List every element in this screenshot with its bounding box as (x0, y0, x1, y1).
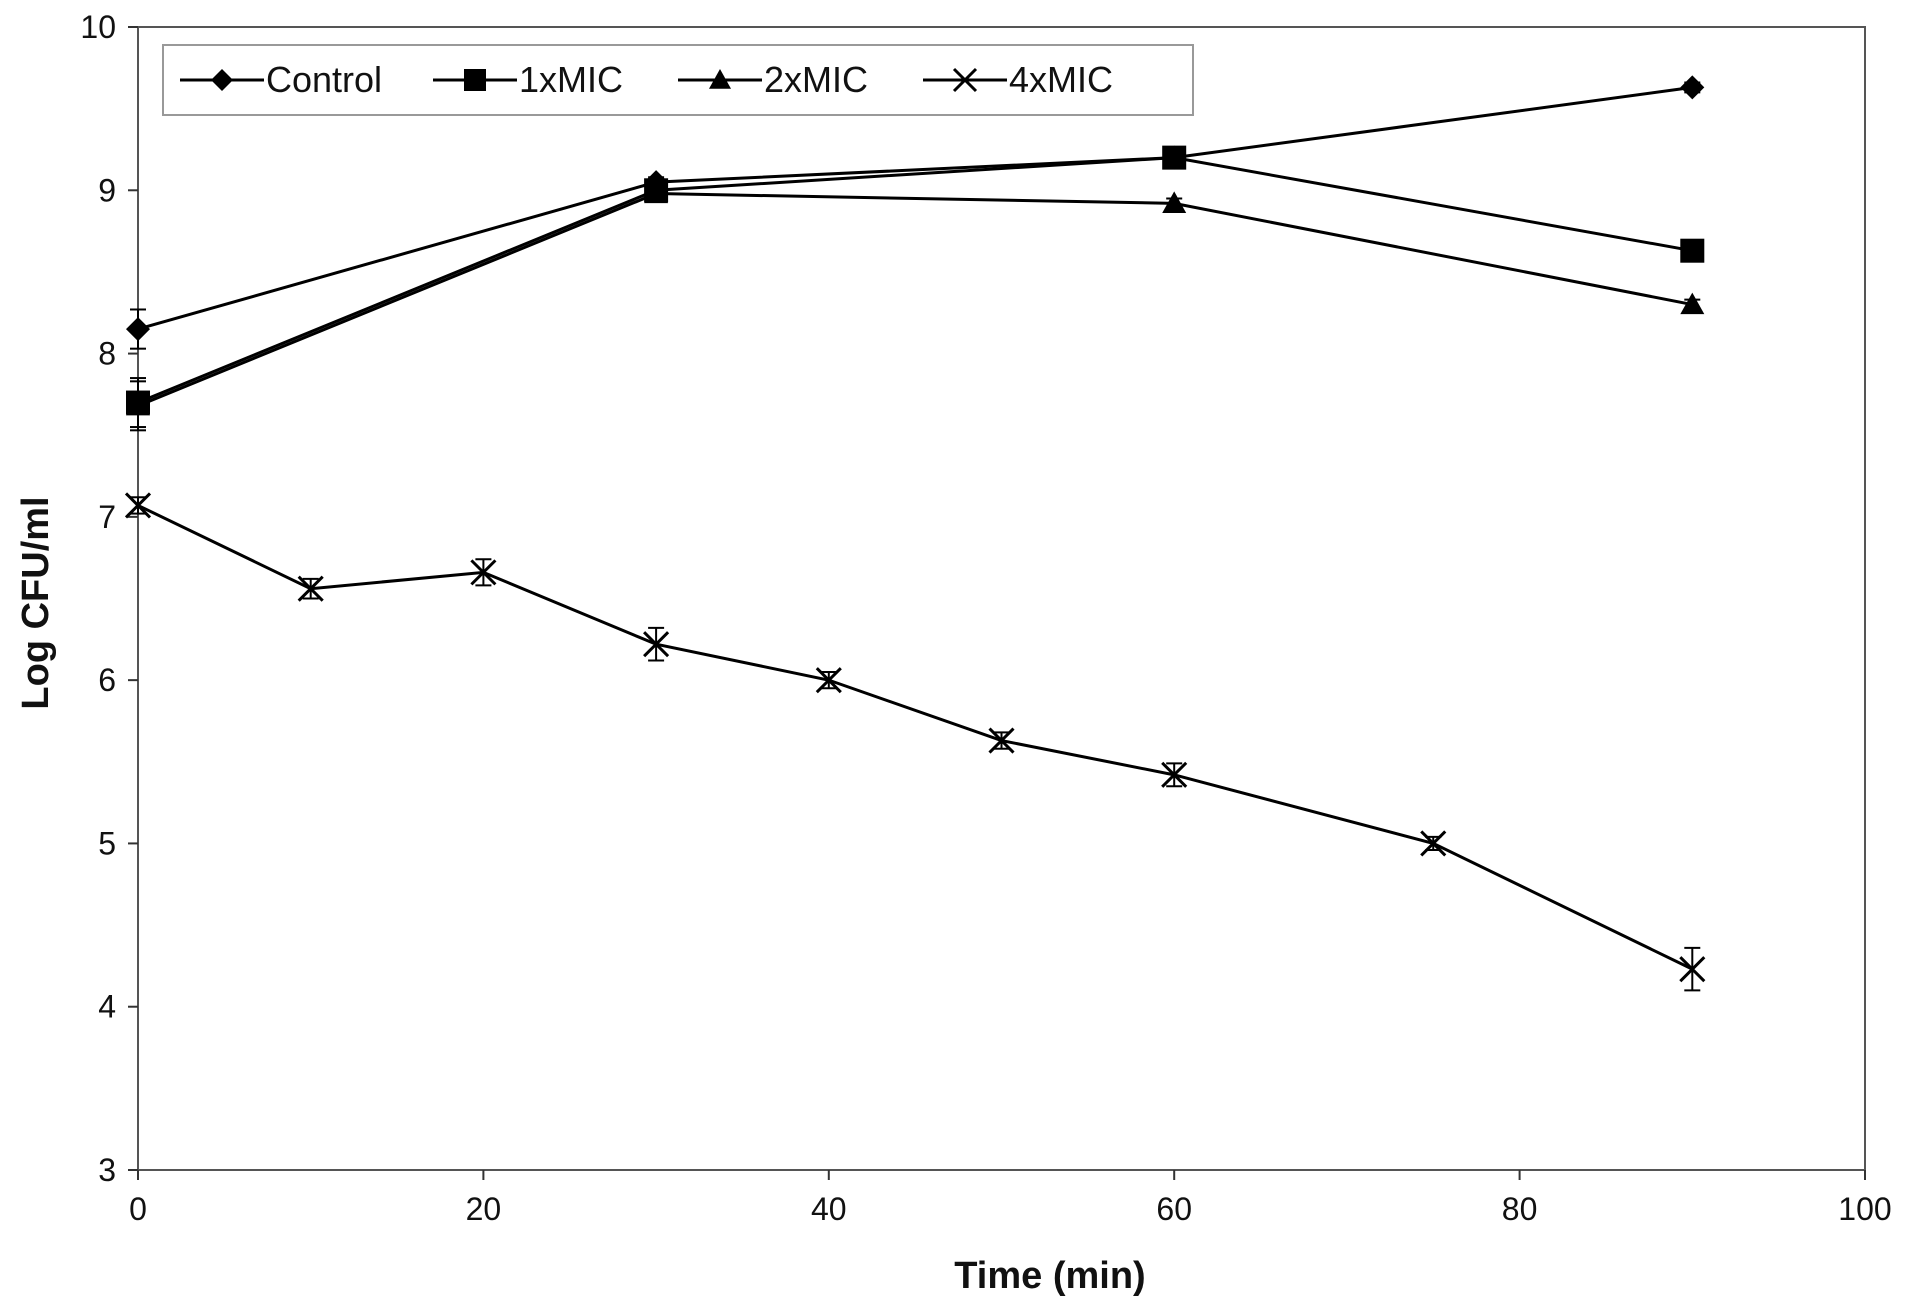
diamond-marker (211, 69, 233, 91)
x-marker (1420, 830, 1447, 857)
legend-item-2xMIC: 2xMIC (678, 59, 868, 100)
series-line (137, 192, 1693, 408)
triangle-marker (1680, 292, 1705, 315)
x-axis-title: Time (min) (954, 1255, 1145, 1297)
series-layer (124, 75, 1706, 992)
series-4xMIC (124, 492, 1706, 992)
legend-item-1xMIC: 1xMIC (433, 59, 623, 100)
legend-label: Control (266, 59, 382, 100)
x-marker (1161, 761, 1188, 788)
x-tick-label: 60 (1156, 1191, 1192, 1227)
plot-border (137, 26, 1866, 1171)
triangle-marker (644, 181, 669, 204)
x-marker (1679, 956, 1706, 983)
legend-item-4xMIC: 4xMIC (923, 59, 1113, 100)
square-marker (1680, 238, 1705, 263)
x-marker (815, 667, 842, 694)
square-marker (1162, 145, 1187, 170)
x-marker (297, 575, 324, 602)
x-marker (988, 727, 1015, 754)
x-tick-label: 80 (1502, 1191, 1538, 1227)
x-marker (643, 631, 670, 658)
series-line (137, 85, 1693, 331)
series-Control (126, 75, 1705, 350)
x-axis: 0 20 40 60 80 100 (129, 1170, 1892, 1227)
y-axis-title: Log CFU/ml (15, 496, 57, 709)
y-tick-label: 3 (98, 1152, 116, 1188)
legend-label: 2xMIC (764, 59, 868, 100)
y-tick-label: 8 (98, 336, 116, 372)
series-line (137, 156, 1693, 404)
y-tick-label: 6 (98, 662, 116, 698)
x-marker (124, 492, 152, 519)
y-axis: 3 4 5 6 7 8 9 10 (80, 9, 138, 1188)
diamond-marker (1680, 75, 1705, 100)
x-marker (470, 559, 497, 586)
y-tick-label: 10 (80, 9, 116, 45)
triangle-marker (1162, 191, 1187, 213)
series-1xMIC (126, 145, 1705, 429)
legend-label: 4xMIC (1009, 59, 1113, 100)
series-line (137, 504, 1693, 971)
x-tick-label: 40 (811, 1191, 847, 1227)
y-tick-label: 9 (98, 172, 116, 208)
triangle-marker (126, 393, 150, 416)
x-tick-label: 0 (129, 1191, 147, 1227)
square-marker (464, 69, 486, 91)
plot-area (137, 26, 1866, 1171)
legend: Control 1xMIC 2xMIC 4xMIC (162, 44, 1194, 116)
series-2xMIC (126, 181, 1705, 432)
diamond-marker (126, 317, 150, 342)
y-tick-label: 7 (98, 499, 116, 535)
x-tick-label: 20 (466, 1191, 502, 1227)
legend-item-Control: Control (180, 59, 382, 100)
y-tick-label: 5 (98, 825, 116, 861)
x-marker (952, 67, 978, 93)
legend-label: 1xMIC (519, 59, 623, 100)
triangle-marker (709, 69, 731, 89)
y-tick-label: 4 (98, 989, 116, 1025)
x-tick-label: 100 (1838, 1191, 1891, 1227)
